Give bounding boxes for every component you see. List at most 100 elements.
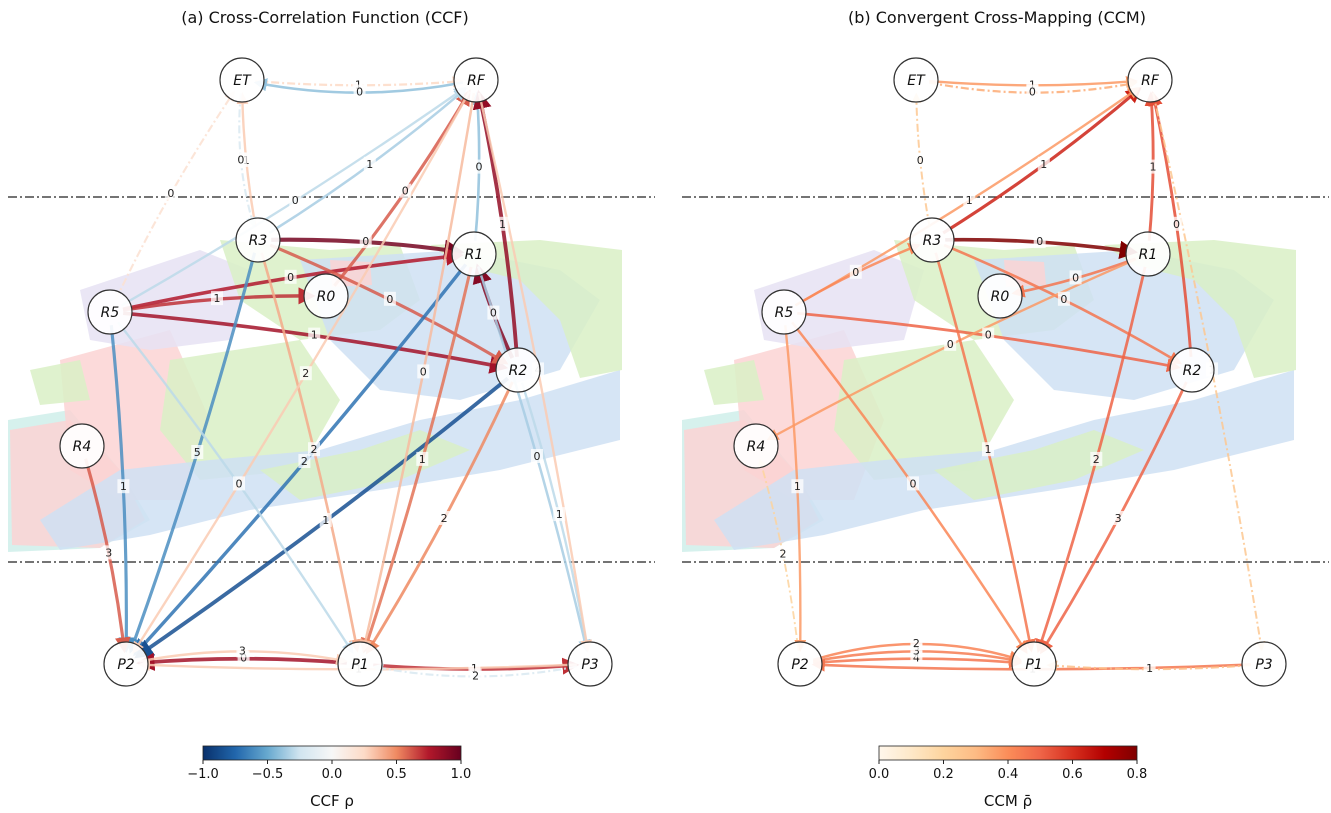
ccm-lag-label: 2 [777,546,789,561]
ccm-lag-label: 1 [1143,661,1156,676]
ccf-lag-value: 0 [292,194,299,207]
ccf-lag-label: 2 [299,366,312,381]
ccf-lag-label: 1 [416,451,429,466]
ccm-node-p1[interactable]: P1 [1011,641,1057,687]
ccf-node-r3[interactable]: R3 [235,217,281,263]
ccm-region-10 [704,360,764,405]
ccm-lag-value: 1 [794,480,801,493]
ccf-lag-value: 1 [499,218,506,231]
node-label: P1 [1025,657,1042,673]
colorbar-tick-label: 0.8 [1127,767,1148,782]
ccf-node-r5[interactable]: R5 [87,289,133,335]
ccm-nodes: ET RF R3 R1 R0 R5 R2 R4 P2 P1 P3 [733,57,1287,687]
colorbar-tick-label: 1.0 [451,767,472,782]
ccf-lag-labels: 10100001100100105211312200140203112 [102,77,566,683]
ccf-lag-label: 1 [319,512,332,527]
ccf-lag-value: 1 [419,453,426,466]
ccm-lag-value: 0 [917,154,924,167]
ccm-panel: 1001100000001112301432112ETRFR3R1R0R5R2R… [682,57,1329,687]
ccf-node-p3[interactable]: P3 [567,641,613,687]
colorbar-tick-label: −1.0 [187,767,219,782]
ccf-lag-label: 1 [363,156,376,171]
ccm-lag-value: 1 [966,194,973,207]
colorbar-tick-label: 0.4 [998,767,1019,782]
ccm-lag-value: 0 [985,329,992,342]
ccf-lag-label: 1 [553,507,566,522]
ccm-lag-value: 0 [910,477,917,490]
ccf-lag-value: 1 [322,514,329,527]
ccf-colorbar-gradient [202,745,462,761]
ccf-lag-value: 0 [167,187,174,200]
ccf-nodes: ET RF R3 R1 R0 R5 R2 R4 P2 P1 P3 [59,57,613,687]
ccf-node-p2[interactable]: P2 [103,641,149,687]
ccm-lag-value: 0 [947,338,954,351]
ccm-lag-value: 4 [913,652,920,665]
ccm-node-p3[interactable]: P3 [1241,641,1287,687]
ccf-node-r0[interactable]: R0 [303,273,349,319]
ccm-node-r0[interactable]: R0 [977,273,1023,319]
node-label: P1 [351,657,368,673]
ccm-lag-label: 2 [1090,451,1103,466]
ccm-node-et[interactable]: ET [893,57,939,103]
ccm-lag-value: 1 [1150,161,1157,174]
ccm-lag-label: 0 [1069,270,1082,285]
ccf-lag-value: 0 [362,235,369,248]
ccf-lag-label: 5 [191,445,204,459]
ccf-lag-label: 0 [417,364,430,379]
ccf-lag-label: 0 [399,183,412,198]
colorbar-tick-label: 0.2 [933,767,954,782]
node-label: R3 [249,233,268,249]
ccm-node-r5[interactable]: R5 [761,289,807,335]
ccf-colorbar: −1.0 −0.5 0.0 0.5 1.0 CCF ρ [187,745,472,810]
ccf-lag-label: 0 [531,449,543,463]
ccf-node-et[interactable]: ET [219,57,265,103]
ccm-node-r4[interactable]: R4 [733,423,779,469]
ccm-lag-label: 2 [910,636,923,650]
colorbar-tick-label: −0.5 [252,767,284,782]
ccm-lag-label: 0 [907,476,919,491]
ccm-lag-labels: 1001100000001112301432112 [777,77,1218,676]
ccf-region-9 [260,430,470,500]
ccf-lag-label: 0 [233,476,245,491]
ccm-lag-value: 2 [780,548,787,561]
ccf-lag-label: 0 [383,291,396,306]
colorbar-tick-label: 0.6 [1062,767,1083,782]
ccf-node-rf[interactable]: RF [453,57,499,103]
ccm-node-p2[interactable]: P2 [777,641,823,687]
ccf-node-r4[interactable]: R4 [59,423,105,469]
ccf-lag-value: 0 [402,185,409,198]
ccm-node-r2[interactable]: R2 [1169,347,1215,393]
ccf-lag-value: 2 [311,443,318,456]
node-label: R1 [465,247,484,263]
ccf-lag-label: 0 [359,234,372,249]
ccm-lag-value: 2 [913,637,920,650]
ccf-lag-value: 2 [472,669,479,682]
node-label: R3 [923,233,942,249]
ccm-lag-value: 0 [1072,271,1079,284]
ccf-node-r2[interactable]: R2 [495,347,541,393]
ccm-node-rf[interactable]: RF [1127,57,1173,103]
ccf-lag-value: 0 [287,271,294,284]
ccf-lag-label: 2 [308,442,320,457]
ccf-lag-value: 2 [441,512,448,525]
ccf-region-8 [430,240,622,378]
ccm-lag-label: 3 [1112,511,1125,525]
ccf-lag-value: 1 [366,158,373,171]
ccm-lag-label: 0 [944,336,957,351]
ccf-lag-value: 0 [386,293,393,306]
node-label: ET [233,73,252,89]
node-label: R4 [747,439,766,455]
ccf-lag-label: 0 [234,152,247,167]
ccf-lag-value: 0 [237,153,244,166]
ccf-lag-value: 1 [311,329,318,342]
node-label: R5 [101,305,120,321]
ccf-node-r1[interactable]: R1 [451,231,497,277]
ccm-lag-label: 1 [982,442,994,457]
ccm-lag-label: 0 [1033,234,1046,249]
ccm-node-r3[interactable]: R3 [909,217,955,263]
ccf-node-p1[interactable]: P1 [337,641,383,687]
ccm-node-r1[interactable]: R1 [1125,231,1171,277]
ccf-lag-label: 1 [211,291,223,306]
ccm-lag-label: 1 [963,192,976,207]
